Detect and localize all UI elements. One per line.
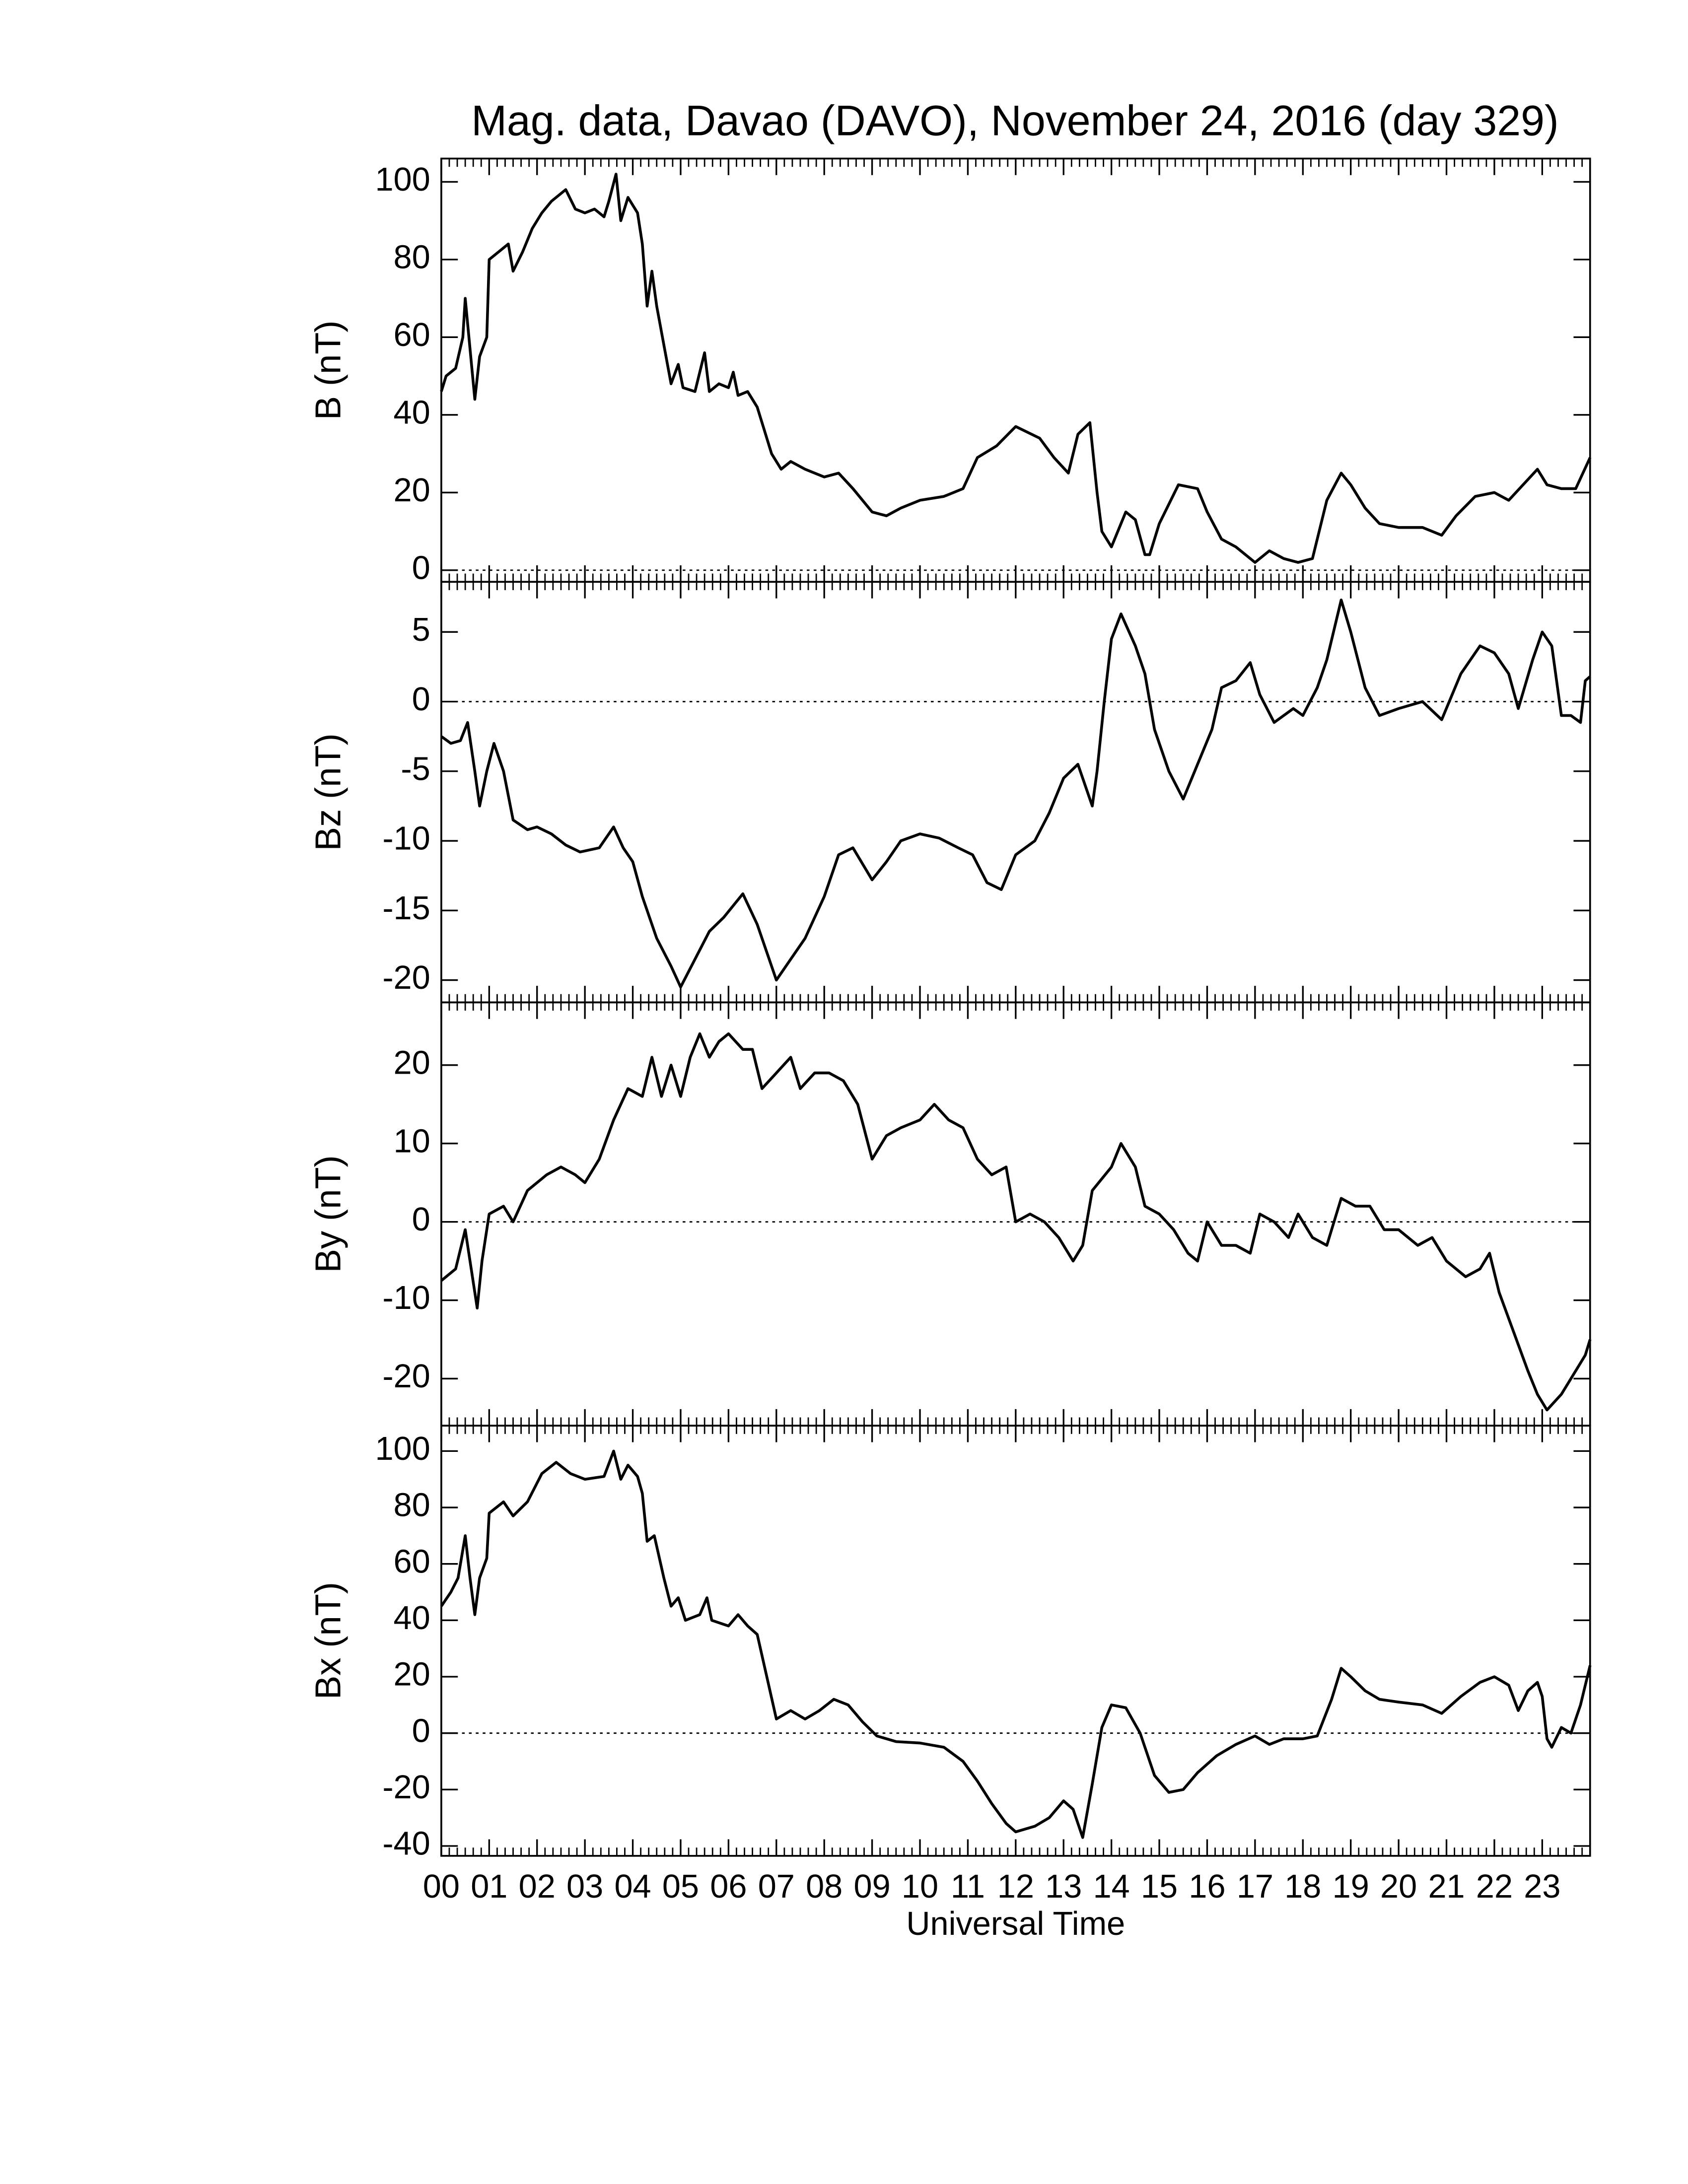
chart-title: Mag. data, Davao (DAVO), November 24, 20… (471, 97, 1559, 145)
y-axis-label: Bz (nT) (309, 733, 349, 851)
x-tick-label: 14 (1093, 1868, 1130, 1905)
x-tick-label: 08 (806, 1868, 843, 1905)
x-tick-label: 11 (951, 1868, 985, 1905)
x-axis-label: Universal Time (906, 1906, 1125, 1942)
y-tick-label: 0 (412, 1201, 430, 1238)
y-tick-label: -20 (382, 1769, 430, 1806)
x-tick-label: 10 (902, 1868, 938, 1905)
y-tick-label: 80 (394, 239, 430, 275)
x-tick-label: 16 (1189, 1868, 1225, 1905)
y-tick-label: -15 (382, 890, 430, 927)
data-line (440, 172, 1592, 564)
data-line (440, 1449, 1592, 1839)
x-tick-label: 04 (614, 1868, 651, 1905)
x-tick-label: 06 (710, 1868, 747, 1905)
y-tick-label: 20 (394, 1656, 430, 1693)
x-tick-label: 09 (854, 1868, 891, 1905)
x-tick-label: 02 (519, 1868, 556, 1905)
y-tick-label: 100 (375, 161, 430, 198)
y-tick-label: 0 (412, 549, 430, 586)
data-line (440, 1032, 1592, 1412)
x-tick-label: 13 (1045, 1868, 1082, 1905)
x-tick-label: 20 (1380, 1868, 1417, 1905)
x-tick-label: 23 (1524, 1868, 1560, 1905)
y-tick-label: 60 (394, 1543, 430, 1580)
y-tick-label: 40 (394, 394, 430, 431)
y-axis-label: By (nT) (309, 1155, 349, 1273)
y-axis-label: B (nT) (309, 321, 349, 420)
x-tick-label: 17 (1237, 1868, 1273, 1905)
x-tick-label: 07 (758, 1868, 795, 1905)
x-tick-label: 21 (1428, 1868, 1465, 1905)
y-tick-label: -20 (382, 1358, 430, 1395)
x-tick-label: 15 (1141, 1868, 1178, 1905)
x-tick-label: 18 (1284, 1868, 1321, 1905)
y-tick-label: 10 (394, 1123, 430, 1160)
x-tick-label: 03 (566, 1868, 603, 1905)
y-tick-label: -10 (382, 1280, 430, 1316)
y-tick-label: 20 (394, 1044, 430, 1081)
x-tick-label: 19 (1333, 1868, 1369, 1905)
y-tick-label: -5 (401, 751, 430, 787)
y-tick-label: 80 (394, 1487, 430, 1524)
y-tick-label: 0 (412, 681, 430, 718)
y-tick-label: -20 (382, 959, 430, 996)
y-tick-label: 100 (375, 1431, 430, 1467)
x-tick-label: 00 (423, 1868, 460, 1905)
x-tick-label: 12 (997, 1868, 1034, 1905)
y-tick-label: 0 (412, 1712, 430, 1749)
y-tick-label: 40 (394, 1600, 430, 1637)
y-tick-label: 60 (394, 317, 430, 353)
y-tick-label: -40 (382, 1826, 430, 1862)
data-line (440, 598, 1591, 989)
y-tick-label: -10 (382, 820, 430, 857)
y-tick-label: 20 (394, 472, 430, 509)
x-tick-label: 01 (471, 1868, 507, 1905)
y-tick-label: 5 (412, 612, 430, 648)
y-axis-label: Bx (nT) (309, 1582, 349, 1700)
x-tick-label: 22 (1476, 1868, 1513, 1905)
x-tick-label: 05 (662, 1868, 699, 1905)
